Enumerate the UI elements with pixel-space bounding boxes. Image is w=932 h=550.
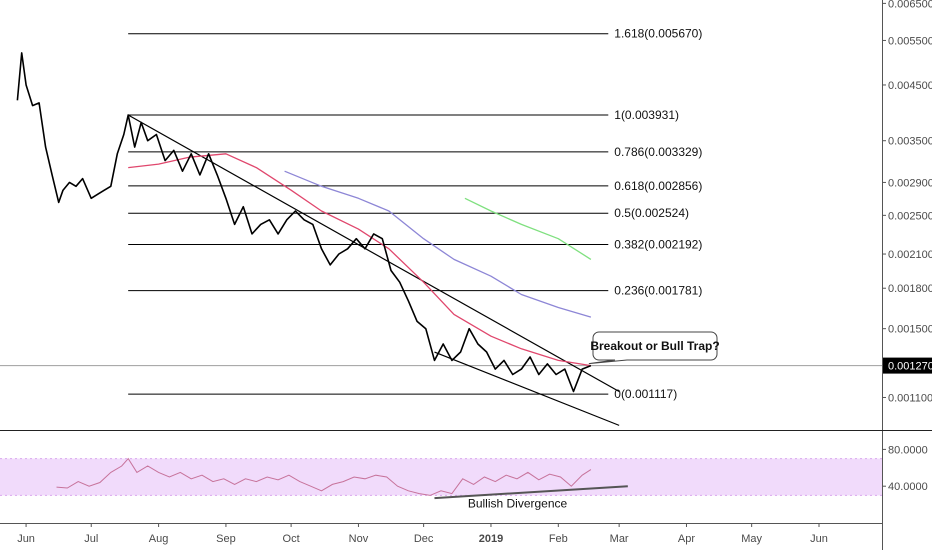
ma_long-line: [464, 197, 592, 260]
fib-level-label: 0.786(0.003329): [614, 145, 702, 159]
price-tick-label: 0.001500: [888, 324, 932, 336]
rsi-tick-label: 80.0000: [888, 444, 928, 456]
price-tick-label: 0.006500: [888, 0, 932, 10]
price-tick-label: 0.003500: [888, 136, 932, 148]
callout-text: Breakout or Bull Trap?: [590, 339, 719, 353]
price-tick-label: 0.001100: [888, 392, 932, 404]
price-tick-label: 0.005500: [888, 35, 932, 47]
price-tick-label: 0.004500: [888, 80, 932, 92]
price-tick-label: 0.002100: [888, 249, 932, 261]
rsi-line: [56, 457, 592, 496]
divergence-line: [434, 485, 628, 500]
time-tick-label: 2019: [479, 533, 503, 545]
fib-level-label: 0.236(0.001781): [614, 284, 702, 298]
fib-level-label: 0(0.001117): [614, 387, 677, 401]
time-tick-label: Jul: [84, 533, 98, 545]
rsi-tick-label: 40.0000: [888, 481, 928, 493]
upper-trendline: [127, 114, 620, 393]
time-tick-label: Oct: [283, 533, 300, 545]
lower-trendline: [434, 351, 620, 426]
fib-level-label: 0.5(0.002524): [614, 206, 689, 220]
fib-level-label: 1.618(0.005670): [614, 27, 702, 41]
time-tick-label: Feb: [549, 533, 568, 545]
time-tick-label: Sep: [216, 533, 236, 545]
ma_mid-line: [284, 170, 592, 318]
callout-bubble: [588, 331, 718, 365]
fib-level-label: 0.382(0.002192): [614, 238, 702, 252]
price-line: [16, 52, 592, 393]
time-tick-label: Nov: [349, 533, 369, 545]
time-tick-label: Mar: [610, 533, 629, 545]
price-tick-label: 0.002900: [888, 177, 932, 189]
time-tick-label: May: [741, 533, 762, 545]
rsi-band: [0, 458, 882, 496]
divergence-label: Bullish Divergence: [468, 497, 568, 511]
time-tick-label: Aug: [149, 533, 169, 545]
price-tick-label: 0.002500: [888, 210, 932, 222]
last-price-tag: [883, 357, 932, 374]
time-tick-label: Dec: [414, 533, 434, 545]
price-tick-label: 0.001800: [888, 283, 932, 295]
fib-level-label: 0.618(0.002856): [614, 179, 702, 193]
last-price-label: 0.001270: [888, 361, 932, 373]
time-tick-label: Jun: [17, 533, 35, 545]
ma_short-line: [128, 153, 592, 367]
time-tick-label: Jun: [810, 533, 828, 545]
fib-level-label: 1(0.003931): [614, 108, 679, 122]
time-tick-label: Apr: [678, 533, 695, 545]
